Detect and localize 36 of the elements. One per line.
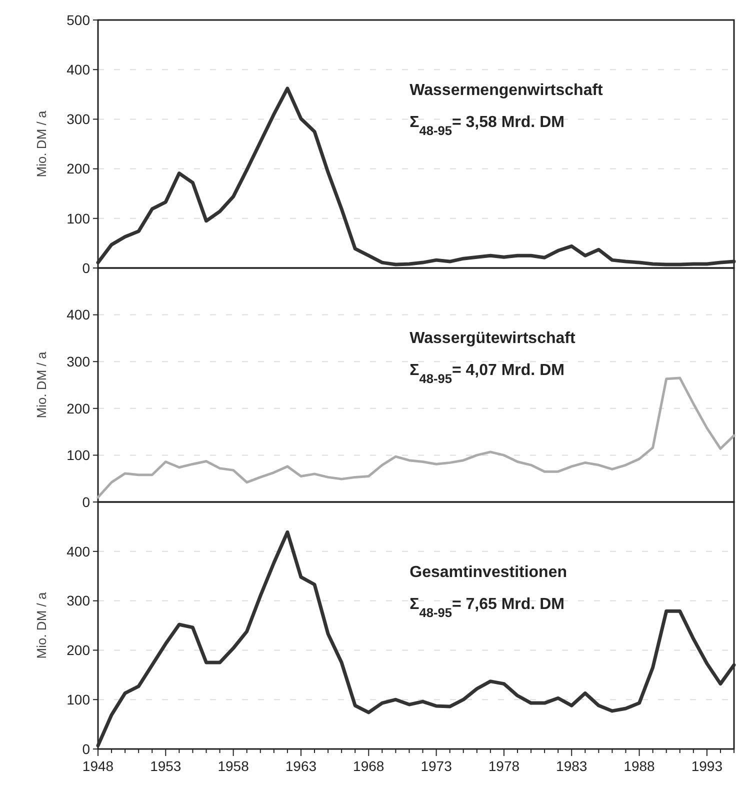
- y-tick-label: 100: [66, 447, 90, 464]
- y-tick-label: 0: [82, 260, 90, 276]
- y-tick-label: 100: [66, 210, 90, 226]
- x-tick-label: 1953: [150, 758, 182, 774]
- line-series: [96, 530, 736, 748]
- annotation: Σ$_{48-95}$= 3,58 Mrd. DM: [410, 114, 564, 138]
- y-tick-label: 0: [82, 494, 90, 510]
- y-tick-label: 400: [66, 62, 90, 78]
- y-tick-label: 300: [66, 111, 90, 128]
- x-tick-label: 1973: [420, 758, 452, 774]
- annotation: Gesamtinvestitionen: [410, 564, 568, 581]
- x-tick-label: 1948: [82, 758, 114, 774]
- y-axis-title: Mio. DM / a: [34, 592, 49, 659]
- x-tick-label: 1958: [218, 758, 250, 774]
- annotation: Wassergütewirtschaft: [410, 330, 576, 347]
- y-axis-title: Mio. DM / a: [34, 110, 49, 178]
- x-tick-label: 1978: [488, 758, 520, 774]
- annotation: Wassermengenwirtschaft: [410, 82, 604, 99]
- x-tick-label: 1968: [353, 758, 384, 774]
- annotation: Σ$_{48-95}$= 7,65 Mrd. DM: [410, 596, 564, 620]
- x-tick-label: 1993: [691, 758, 723, 774]
- annotation: Σ$_{48-95}$= 4,07 Mrd. DM: [410, 362, 564, 386]
- x-tick-label: 1983: [556, 758, 588, 774]
- y-tick-label: 400: [66, 543, 90, 560]
- y-tick-label: 200: [66, 642, 90, 658]
- y-tick-label: 300: [66, 592, 90, 609]
- y-tick-label: 100: [66, 692, 90, 708]
- x-tick-label: 1988: [624, 758, 656, 774]
- y-tick-label: 200: [66, 160, 90, 177]
- x-tick-label: 1963: [285, 758, 317, 774]
- y-tick-label: 400: [66, 306, 90, 323]
- y-tick-label: 500: [66, 12, 90, 28]
- y-axis-title: Mio. DM / a: [34, 351, 49, 418]
- y-tick-label: 300: [66, 354, 90, 370]
- y-tick-label: 200: [66, 400, 90, 416]
- y-tick-label: 0: [82, 740, 90, 757]
